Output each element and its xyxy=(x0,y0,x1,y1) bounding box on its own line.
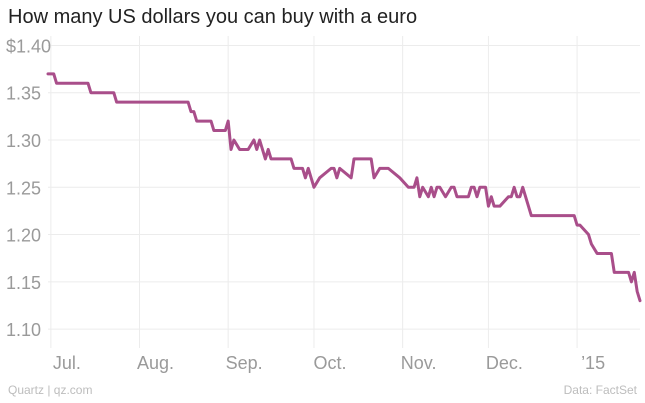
x-tick-label: Oct. xyxy=(313,353,346,373)
y-tick-label: 1.20 xyxy=(6,226,41,246)
x-tick-label: Dec. xyxy=(486,353,523,373)
data-source: Data: FactSet xyxy=(563,383,637,397)
series-lines xyxy=(46,72,642,303)
y-axis-tick-labels: $1.40 1.35 1.30 1.25 1.20 1.15 1.10 xyxy=(6,36,51,340)
y-tick-label: 1.35 xyxy=(6,84,41,104)
x-tick-label: Aug. xyxy=(137,353,174,373)
source-credit: Quartz | qz.com xyxy=(8,383,93,397)
series-line-eur-usd xyxy=(46,72,642,303)
y-tick-label: 1.30 xyxy=(6,131,41,151)
chart-title: How many US dollars you can buy with a e… xyxy=(8,6,418,28)
x-axis-tick-labels: Jul. Aug. Sep. Oct. Nov. Dec. ’15 xyxy=(53,353,605,373)
x-tick-label: Nov. xyxy=(401,353,437,373)
x-tick-label: Jul. xyxy=(53,353,81,373)
grid-lines xyxy=(48,36,640,348)
x-tick-label: ’15 xyxy=(581,353,605,373)
x-tick-label: Sep. xyxy=(226,353,263,373)
y-tick-label: 1.10 xyxy=(6,320,41,340)
y-tick-label: $1.40 xyxy=(6,36,51,56)
y-tick-label: 1.25 xyxy=(6,178,41,198)
y-tick-label: 1.15 xyxy=(6,273,41,293)
